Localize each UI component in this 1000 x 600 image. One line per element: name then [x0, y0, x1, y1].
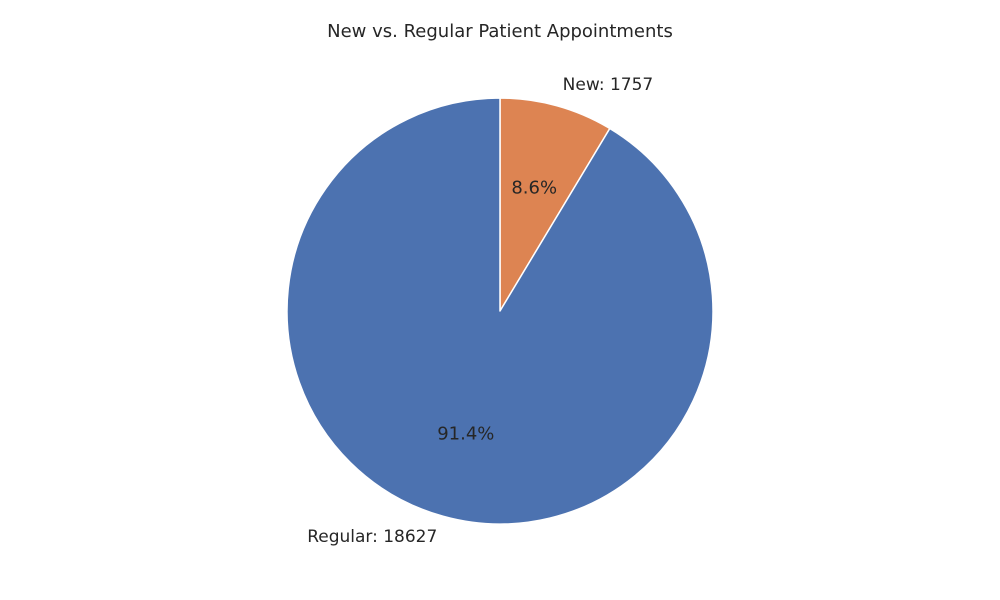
- pie-slice-regular: [286, 97, 714, 525]
- pie-slice-new: [499, 97, 611, 312]
- slice-label-new: New: 1757: [563, 75, 654, 95]
- slice-label-regular: Regular: 18627: [307, 527, 437, 547]
- chart-title: New vs. Regular Patient Appointments: [327, 21, 673, 42]
- pct-label-new: 8.6%: [511, 177, 557, 198]
- pct-label-regular: 91.4%: [437, 424, 494, 445]
- pie-slices: [286, 97, 714, 525]
- pie-labels: 8.6% New: 1757 91.4% Regular: 18627: [307, 75, 653, 547]
